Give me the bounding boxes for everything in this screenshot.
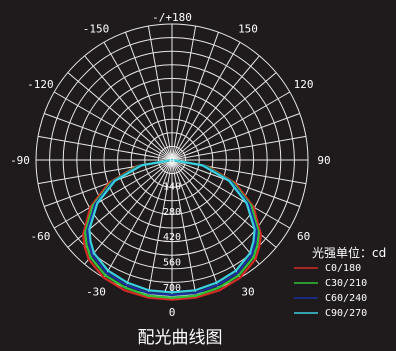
grid-spoke: [171, 159, 197, 295]
grid-spoke: [171, 159, 260, 265]
angle-label: 150: [238, 22, 258, 35]
angle-label: 30: [241, 286, 254, 299]
radial-tick-label: 420: [163, 232, 181, 243]
curve-C30-210: [84, 158, 260, 299]
grid-spoke: [147, 25, 173, 161]
radial-tick-label: 700: [163, 283, 181, 294]
radial-tick-label: 560: [163, 258, 181, 269]
angle-label: -120: [27, 78, 54, 91]
grid-spoke: [67, 72, 173, 161]
curve-C90-270: [88, 158, 256, 294]
grid-spoke: [171, 41, 241, 161]
curve-C0-180: [82, 158, 262, 301]
grid-spoke: [171, 159, 291, 229]
angle-label: 0: [169, 306, 176, 319]
angle-label: 120: [294, 78, 314, 91]
grid-spoke: [171, 113, 300, 161]
chart-title: 配光曲线图: [138, 328, 223, 348]
grid-spoke: [171, 72, 277, 161]
radial-tick-label: 140: [163, 181, 181, 192]
grid-spoke: [44, 113, 173, 161]
legend-label: C60/240: [325, 293, 367, 304]
grid-spoke: [171, 159, 241, 279]
legend-label: C30/210: [325, 278, 367, 289]
legend: 光强单位：cd C0/180 C30/210 C60/240 C90/270: [294, 245, 386, 319]
angle-label: 60: [297, 230, 310, 243]
radial-labels: 0 140 280 420 560 700: [163, 156, 181, 294]
legend-label: C90/270: [325, 308, 367, 319]
angle-label: 90: [317, 154, 330, 167]
grid-spoke: [171, 55, 260, 161]
grid-spoke: [53, 91, 173, 161]
grid-spoke: [171, 159, 219, 288]
angle-label-180: -/+180: [152, 11, 192, 24]
radial-tick-label: 280: [163, 207, 181, 218]
angle-label: -150: [83, 22, 110, 35]
grid-spoke: [125, 32, 173, 161]
grid-spoke: [84, 159, 173, 265]
curve-C60-240: [86, 158, 258, 297]
grid-spoke: [103, 159, 173, 279]
radial-tick-label: 0: [169, 156, 175, 167]
grid-spoke: [171, 91, 291, 161]
angle-label: -90: [10, 154, 30, 167]
grid-spoke: [37, 135, 173, 161]
grid-spoke: [84, 55, 173, 161]
angle-labels: -150 150 -120 120 -90 90 -60 60 -30 30 0: [10, 22, 331, 319]
grid-spoke: [171, 32, 219, 161]
grid-spoke: [171, 135, 307, 161]
grid-spoke: [125, 159, 173, 288]
angle-label: -60: [30, 230, 50, 243]
curves: [82, 158, 262, 301]
legend-label: C0/180: [325, 263, 361, 274]
grid-spoke: [53, 159, 173, 229]
grid-spoke: [103, 41, 173, 161]
grid-spoke: [147, 159, 173, 295]
grid-spoke: [171, 25, 197, 161]
angle-label: -30: [86, 286, 106, 299]
unit-label: 光强单位：cd: [312, 245, 386, 260]
